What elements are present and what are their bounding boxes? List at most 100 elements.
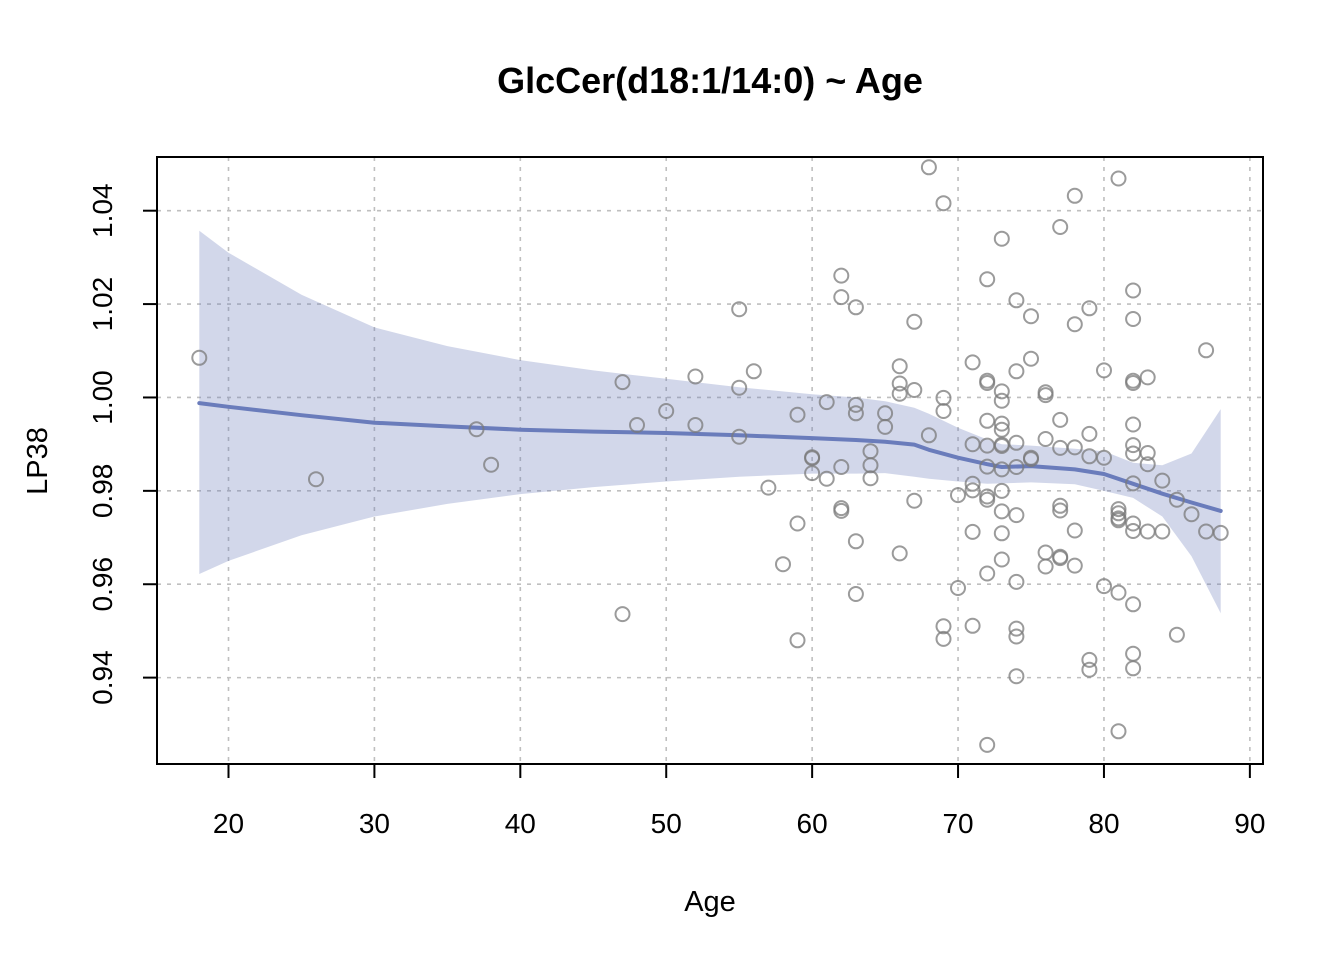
confidence-band-area xyxy=(199,230,1221,614)
data-point xyxy=(789,515,806,532)
data-point xyxy=(1037,544,1054,561)
data-point xyxy=(468,421,485,438)
data-point xyxy=(1008,434,1025,451)
x-tick-label: 70 xyxy=(942,808,973,839)
x-axis-label: Age xyxy=(684,886,736,918)
data-point xyxy=(935,630,952,647)
data-point xyxy=(1125,375,1142,391)
data-point xyxy=(906,492,923,509)
data-point xyxy=(847,405,864,422)
data-point xyxy=(935,618,952,635)
y-tick-label: 1.02 xyxy=(87,277,118,332)
y-axis: 0.94 0.96 0.98 1.00 1.02 1.04 xyxy=(87,183,157,705)
data-point xyxy=(1125,311,1142,327)
data-point xyxy=(775,556,791,573)
data-point xyxy=(789,406,806,423)
data-point xyxy=(1037,558,1054,575)
data-point xyxy=(1096,362,1112,379)
data-point xyxy=(1168,626,1185,643)
data-point xyxy=(891,545,908,562)
data-point xyxy=(1139,369,1156,386)
data-point xyxy=(979,736,996,753)
x-tick-label: 80 xyxy=(1088,808,1119,839)
data-point xyxy=(1081,661,1098,678)
data-point xyxy=(1052,502,1069,519)
data-point xyxy=(731,301,748,318)
data-point xyxy=(1066,187,1083,204)
x-tick-label: 30 xyxy=(359,808,390,839)
x-tick-label: 40 xyxy=(505,808,536,839)
data-point xyxy=(1110,584,1127,601)
data-point xyxy=(804,465,821,482)
data-point xyxy=(1008,620,1025,637)
data-point xyxy=(1125,660,1142,677)
data-point xyxy=(818,394,835,411)
data-point xyxy=(993,482,1010,499)
data-point xyxy=(964,354,981,371)
data-point xyxy=(920,427,937,444)
data-point xyxy=(1110,501,1127,518)
data-point xyxy=(993,503,1010,520)
data-point xyxy=(1125,645,1142,662)
data-point xyxy=(1212,524,1229,541)
y-tick-label: 1.04 xyxy=(87,183,118,238)
data-point xyxy=(833,459,850,475)
data-point xyxy=(629,417,645,433)
data-point xyxy=(979,491,996,508)
data-point xyxy=(1008,668,1025,685)
data-point xyxy=(745,363,762,380)
data-point xyxy=(906,313,923,330)
data-point xyxy=(979,271,996,288)
data-point xyxy=(308,471,324,488)
x-tick-label: 90 xyxy=(1234,808,1265,839)
data-point xyxy=(1081,651,1098,668)
data-point xyxy=(993,525,1010,542)
grid xyxy=(157,157,1263,764)
data-point xyxy=(979,412,996,429)
data-point xyxy=(1125,515,1142,532)
data-point xyxy=(818,470,835,487)
data-point xyxy=(833,267,850,284)
data-point xyxy=(847,586,864,602)
data-point xyxy=(979,375,996,391)
y-axis-label: LP38 xyxy=(22,427,54,495)
data-point xyxy=(1066,316,1083,333)
data-point xyxy=(1081,425,1098,442)
data-point xyxy=(964,475,981,492)
data-point xyxy=(935,403,952,419)
y-tick-label: 0.94 xyxy=(87,650,118,705)
data-point xyxy=(1037,431,1054,447)
data-point xyxy=(1110,723,1127,740)
confidence-band xyxy=(199,230,1221,614)
data-point xyxy=(1023,451,1039,468)
data-point xyxy=(1110,170,1127,187)
data-points xyxy=(191,159,1229,753)
data-point xyxy=(964,617,981,634)
data-point xyxy=(614,374,631,391)
data-point xyxy=(993,438,1010,454)
data-point xyxy=(993,415,1010,432)
data-point xyxy=(1125,445,1142,462)
chart-title: GlcCer(d18:1/14:0) ~ Age xyxy=(497,60,923,101)
data-point xyxy=(993,392,1010,409)
data-point xyxy=(1066,439,1083,456)
data-point xyxy=(1110,512,1127,529)
data-point xyxy=(1066,557,1083,574)
data-point xyxy=(1023,308,1039,325)
data-point xyxy=(1023,350,1039,367)
data-point xyxy=(964,523,981,540)
data-point xyxy=(1125,416,1142,433)
data-point xyxy=(833,289,850,306)
data-point xyxy=(1008,507,1025,524)
y-tick-label: 0.98 xyxy=(87,464,118,519)
data-point xyxy=(1008,628,1025,645)
data-point xyxy=(1052,550,1069,567)
data-point xyxy=(862,470,879,487)
data-point xyxy=(847,396,864,413)
data-point xyxy=(950,580,966,596)
data-point xyxy=(950,487,966,504)
data-point xyxy=(483,456,500,473)
x-tick-label: 20 xyxy=(213,808,244,839)
data-point xyxy=(1052,411,1069,428)
